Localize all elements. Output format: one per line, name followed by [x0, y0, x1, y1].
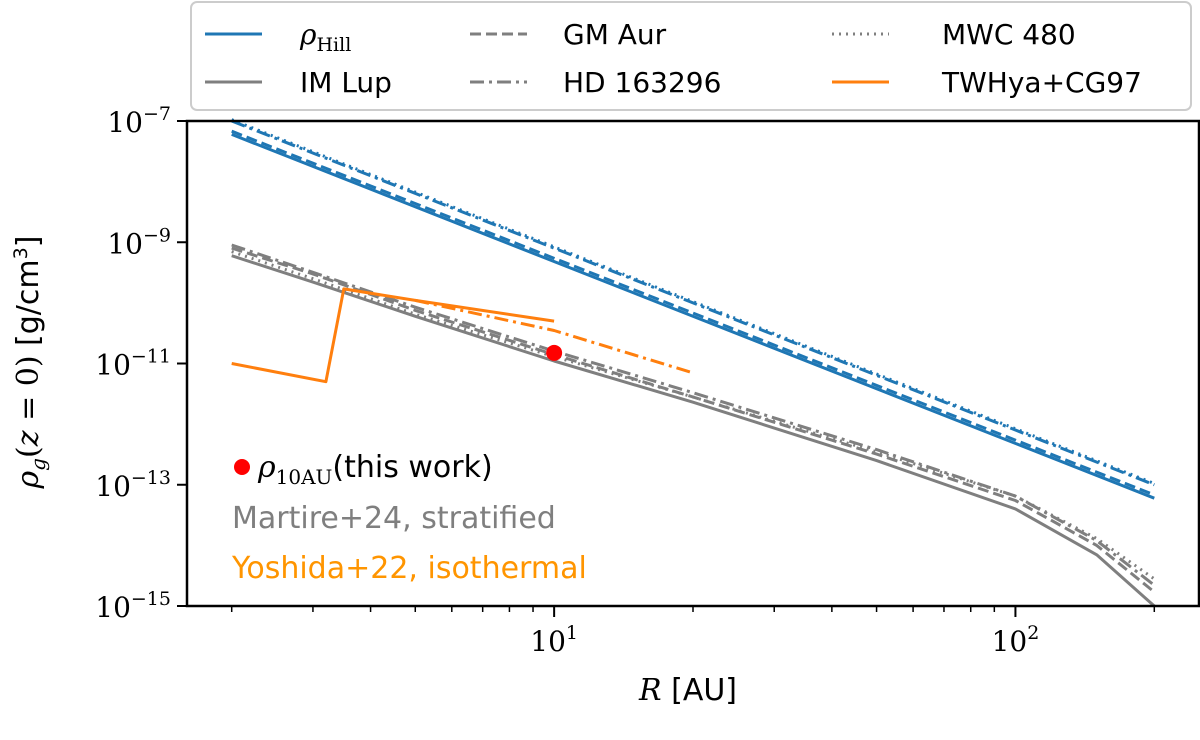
annotations: ρ10AU(this work) Martire+24, stratified … [231, 450, 587, 586]
legend-label-gmaur: GM Aur [563, 18, 667, 51]
series-line-hill-dashed [231, 129, 1155, 497]
y-tick-label: 10−13 [95, 467, 171, 503]
point-legend-marker [234, 459, 250, 475]
plot-points [546, 344, 563, 361]
y-tick-label: 10−7 [107, 103, 171, 139]
y-axis-title: ρg(z = 0) [g/cm3] [10, 236, 50, 490]
gray-note: Martire+24, stratified [232, 501, 556, 536]
plot-lines [231, 118, 1156, 608]
y-axis-ticks: 10−7 10−9 10−11 10−13 10−15 [95, 103, 187, 624]
legend-label-mwc480: MWC 480 [942, 18, 1076, 51]
legend-label-hill: ρHill [299, 18, 351, 56]
y-tick-label: 10−15 [95, 588, 171, 624]
data-point-rho10au [546, 344, 563, 361]
series-line-twhya-ext-dashdot [414, 298, 694, 375]
x-tick-label: 102 [992, 622, 1040, 658]
legend-frame [190, 1, 1192, 111]
y-tick-label: 10−9 [107, 224, 171, 260]
x-axis-title: R [AU] [638, 673, 737, 708]
series-line-twhya-cg97-solid [231, 287, 555, 384]
series-line-im-lup-solid [231, 254, 1156, 608]
orange-note: Yoshida+22, isothermal [231, 551, 587, 586]
series-line-hd-163296-dashdot [231, 243, 1156, 587]
x-axis-ticks: 101 102 [230, 606, 1156, 658]
legend-label-imlup: IM Lup [300, 66, 392, 99]
legend: ρHill GM Aur MWC 480 IM Lup HD 163296 TW… [190, 1, 1192, 111]
series-line-hill-solid [231, 133, 1155, 500]
x-tick-label: 101 [530, 622, 578, 658]
legend-label-hd163296: HD 163296 [563, 66, 721, 99]
series-line-hill-dashdot [231, 119, 1155, 487]
point-legend-label: ρ10AU(this work) [257, 450, 493, 489]
y-tick-label: 10−11 [95, 346, 171, 382]
series-line-hill-dotted [231, 118, 1155, 485]
legend-label-twhya: TWHya+CG97 [941, 66, 1142, 99]
